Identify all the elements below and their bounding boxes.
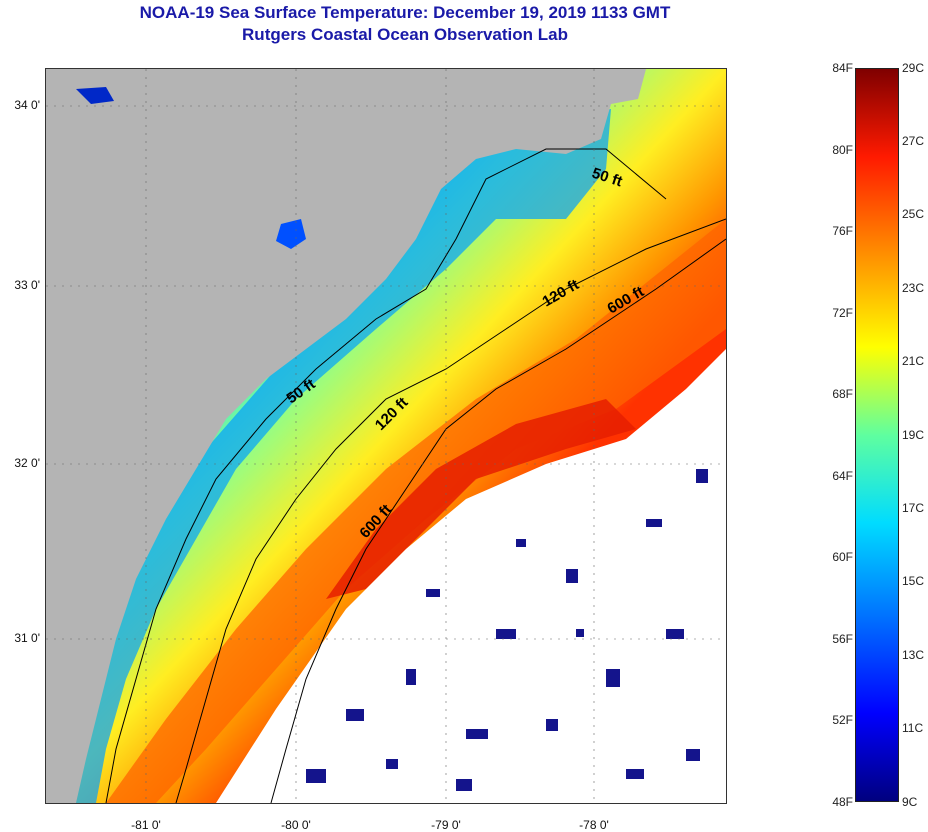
inland-lake [276, 219, 306, 249]
lon-label-81: -81 0' [131, 818, 161, 832]
colorbar-c-13: 13C [902, 648, 925, 662]
colorbar-c-21: 21C [902, 354, 925, 368]
graticule [46, 69, 726, 803]
cloud-specks [306, 469, 708, 791]
cloud-cover [216, 349, 726, 803]
temperature-colorbar [855, 68, 899, 802]
colorbar-f-48: 48F [832, 795, 853, 809]
colorbar-c-23: 23C [902, 281, 925, 295]
lat-label-33: 33 0' [14, 278, 40, 292]
colorbar-f-56: 56F [832, 632, 853, 646]
lat-label-34: 34 0' [14, 98, 40, 112]
inland-lake-2 [76, 87, 114, 104]
lon-label-78: -78 0' [579, 818, 609, 832]
colorbar-f-68: 68F [832, 387, 853, 401]
sst-map-canvas: 50 ft 50 ft 120 ft 120 ft 600 ft 600 ft [46, 69, 726, 803]
colorbar-c-9: 9C [902, 795, 918, 809]
sst-map: 50 ft 50 ft 120 ft 120 ft 600 ft 600 ft [45, 68, 727, 804]
colorbar-f-52: 52F [832, 713, 853, 727]
colorbar-c-11: 11C [902, 721, 924, 735]
map-title: NOAA-19 Sea Surface Temperature: Decembe… [139, 3, 671, 22]
colorbar-f-64: 64F [832, 469, 853, 483]
lat-label-32: 32 0' [14, 456, 40, 470]
title-block: NOAA-19 Sea Surface Temperature: Decembe… [0, 2, 810, 46]
colorbar-c-25: 25C [902, 207, 925, 221]
colorbar-c-15: 15C [902, 574, 925, 588]
colorbar-c-17: 17C [902, 501, 925, 515]
colorbar-c-27: 27C [902, 134, 925, 148]
isobath-50ft [105, 148, 667, 803]
lon-label-80: -80 0' [281, 818, 311, 832]
colorbar-f-72: 72F [832, 306, 853, 320]
colorbar-c-19: 19C [902, 428, 925, 442]
colorbar-f-60: 60F [832, 550, 853, 564]
gulf-stream-hot [326, 399, 636, 599]
lat-label-31: 31 0' [14, 631, 40, 645]
colorbar-c-29: 29C [902, 61, 925, 75]
colorbar-f-76: 76F [832, 224, 853, 238]
coastal-cold-band [66, 109, 611, 803]
isobath-600ft [270, 238, 726, 803]
land-mass [46, 69, 646, 803]
lon-label-79: -79 0' [431, 818, 461, 832]
map-subtitle: Rutgers Coastal Ocean Observation Lab [242, 25, 568, 44]
colorbar-f-84: 84F [832, 61, 853, 75]
isobath-120ft [175, 218, 726, 803]
colorbar-f-80: 80F [832, 143, 853, 157]
